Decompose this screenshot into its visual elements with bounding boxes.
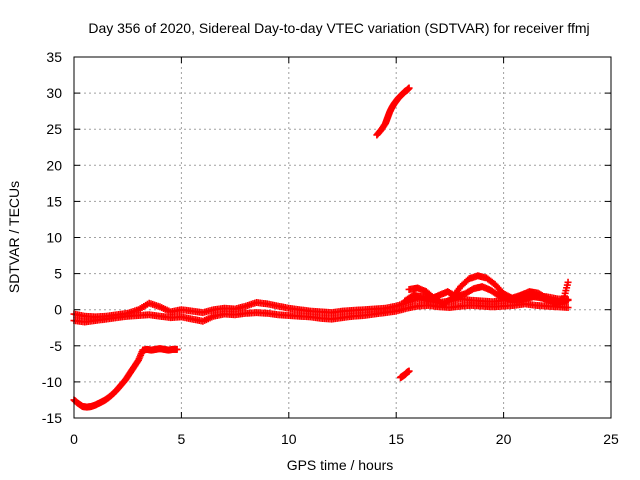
x-tick-label: 20 <box>496 431 512 447</box>
x-tick-label: 5 <box>178 431 186 447</box>
x-tick-label: 0 <box>70 431 78 447</box>
chart-title: Day 356 of 2020, Sidereal Day-to-day VTE… <box>88 20 589 36</box>
y-axis-label: SDTVAR / TECUs <box>6 181 22 293</box>
data-point-marker <box>173 345 181 353</box>
x-axis-label: GPS time / hours <box>287 457 394 473</box>
series-low-segment <box>396 367 413 382</box>
y-tick-label: 20 <box>46 157 62 173</box>
y-tick-label: 35 <box>46 49 62 65</box>
series-early-negative-branch <box>70 345 181 411</box>
y-tick-label: 10 <box>46 230 62 246</box>
x-tick-label: 25 <box>603 431 619 447</box>
y-tick-label: 15 <box>46 193 62 209</box>
data-point-marker <box>405 84 413 92</box>
axis-ticks: -15 -10 -5 0 5 10 15 20 25 30 35 0 5 10 15 20 25 <box>42 49 619 447</box>
data-points <box>70 84 572 411</box>
y-tick-label: -10 <box>42 374 62 390</box>
x-tick-label: 15 <box>388 431 404 447</box>
data-point-marker <box>564 304 572 312</box>
data-point-marker <box>405 367 413 375</box>
data-point-marker <box>564 278 572 286</box>
data-point-marker <box>564 296 572 304</box>
grid <box>74 57 611 418</box>
y-tick-label: -5 <box>50 338 63 354</box>
y-tick-label: -15 <box>42 410 62 426</box>
y-tick-label: 5 <box>54 266 62 282</box>
x-tick-label: 10 <box>281 431 297 447</box>
y-tick-label: 30 <box>46 85 62 101</box>
series-late-oscillation-b <box>401 283 572 306</box>
y-tick-label: 0 <box>54 302 62 318</box>
y-tick-label: 25 <box>46 121 62 137</box>
series-high-segment <box>373 84 413 139</box>
